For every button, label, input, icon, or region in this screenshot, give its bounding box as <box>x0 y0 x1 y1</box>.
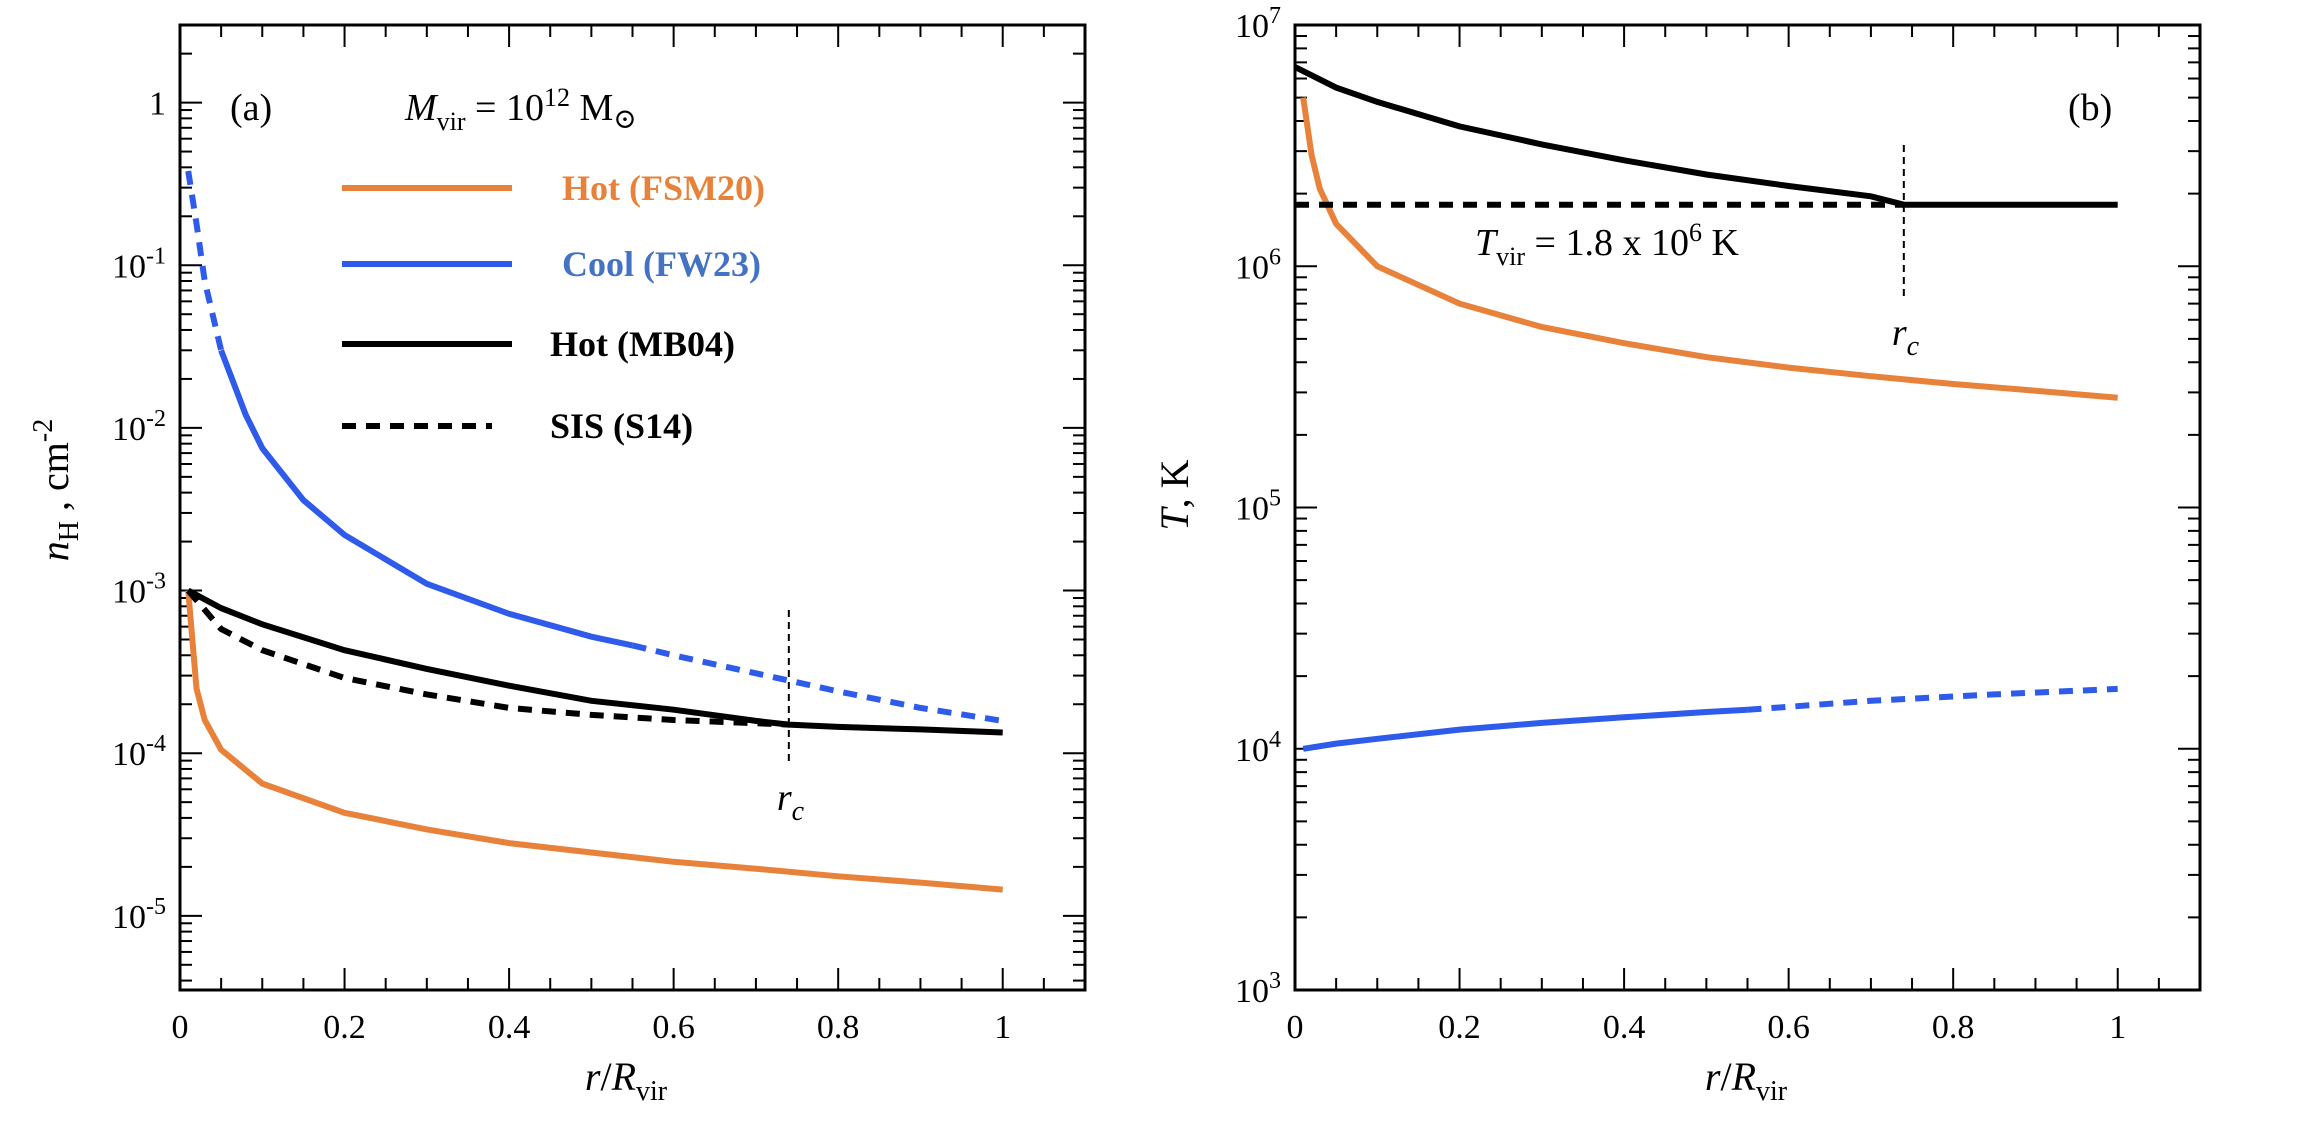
y-tick-label: 10-2 <box>112 406 166 448</box>
legend-label-hot-mb04: Hot (MB04) <box>550 324 735 364</box>
series-line-cool-fw23-dashed-start <box>185 170 225 351</box>
y-tick-label: 107 <box>1235 3 1281 45</box>
x-tick-label: 0.4 <box>1603 1009 1646 1046</box>
series-line-cool-fw23 <box>1302 706 1748 752</box>
y-tick-label: 10-1 <box>112 243 166 285</box>
panel-a-label: (a) <box>230 87 272 129</box>
y-tick-label: 10-5 <box>112 894 166 936</box>
y-tick-label: 104 <box>1235 727 1281 769</box>
series-line-cool-fw23 <box>218 349 634 649</box>
x-tick-label: 0 <box>1287 1009 1304 1046</box>
panel-a-y-axis-label: nH , cm-2 <box>28 419 85 561</box>
panel-b-frame <box>1293 23 2202 992</box>
y-tick-label: 103 <box>1235 968 1281 1010</box>
panel-b-label: (b) <box>2068 87 2112 129</box>
x-tick-label: 0.8 <box>817 1009 860 1046</box>
x-tick-label: 0.6 <box>652 1009 695 1046</box>
core-radius-label: rc <box>777 777 805 827</box>
y-tick-label: 10-4 <box>112 731 166 773</box>
legend: Hot (FSM20) Cool (FW23) Hot (MB04) SIS (… <box>342 168 765 446</box>
x-tick-label: 0.6 <box>1767 1009 1810 1046</box>
series-line-hot-mb04 <box>186 587 1003 736</box>
x-tick-label: 0.2 <box>1438 1009 1481 1046</box>
series-line-hot-mb04 <box>1293 64 2118 208</box>
y-tick-label: 105 <box>1235 486 1281 528</box>
y-tick-label: 10-3 <box>112 569 166 611</box>
series-line-cool-fw23-dashed <box>1747 685 2118 713</box>
x-tick-label: 1 <box>2109 1009 2126 1046</box>
x-tick-label: 0.2 <box>323 1009 366 1046</box>
legend-label-sis-s14: SIS (S14) <box>550 406 693 446</box>
series-line-hot-fsm20 <box>185 590 1003 893</box>
legend-label-hot-fsm20: Hot (FSM20) <box>562 168 765 208</box>
core-radius-label: rc <box>1892 312 1920 362</box>
mass-annotation: Mvir = 1012 M⊙ <box>404 83 637 136</box>
panel-b-chart: 0 0.2 0.4 0.6 0.8 1 107 106 105 104 103 (b) Tvir =… <box>1152 3 2202 1107</box>
y-tick-label: 1 <box>149 86 166 123</box>
series-line-cool-fw23-dashed <box>631 642 1004 724</box>
panel-b-x-axis-label: r/Rvir <box>1705 1054 1788 1107</box>
x-tick-label: 0.8 <box>1932 1009 1975 1046</box>
x-tick-label: 1 <box>994 1009 1011 1046</box>
y-tick-label: 106 <box>1235 244 1281 286</box>
panel-a-x-axis-label: r/Rvir <box>585 1054 668 1107</box>
series-line-hot-fsm20 <box>1300 97 2118 401</box>
panel-a-frame <box>178 23 1087 992</box>
panel-b-y-axis-label: T, K <box>1152 459 1197 530</box>
x-tick-label: 0.4 <box>488 1009 531 1046</box>
tvir-annotation: Tvir = 1.8 x 106 K <box>1475 218 1739 271</box>
series-line-sis-s14 <box>185 588 789 728</box>
legend-label-cool-fw23: Cool (FW23) <box>562 244 761 284</box>
x-tick-label: 0 <box>172 1009 189 1046</box>
